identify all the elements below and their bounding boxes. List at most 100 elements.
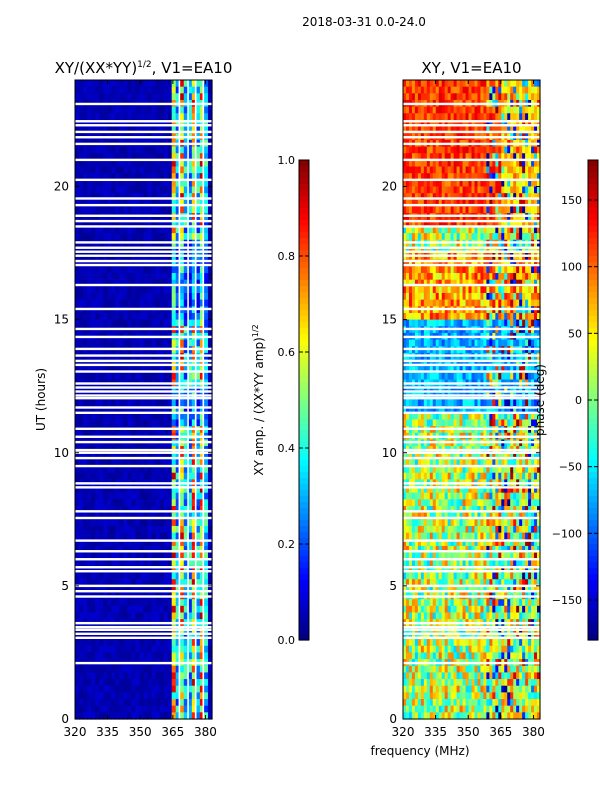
- heatmap-cell: [135, 273, 141, 281]
- heatmap-cell: [163, 525, 169, 534]
- heatmap-cell: [417, 106, 422, 114]
- heatmap-cell: [450, 186, 455, 194]
- heatmap-cell: [195, 412, 201, 421]
- heatmap-cell: [99, 199, 104, 208]
- heatmap-cell: [123, 605, 128, 614]
- heatmap-cell: [99, 712, 104, 720]
- heatmap-cell: [203, 525, 209, 534]
- heatmap-cell: [444, 119, 449, 128]
- heatmap-cell: [151, 605, 157, 614]
- heatmap-cell: [195, 80, 201, 88]
- heatmap-cell: [119, 399, 124, 407]
- heatmap-cell: [187, 645, 193, 654]
- heatmap-cell: [417, 199, 422, 208]
- heatmap-cell: [139, 219, 145, 228]
- heatmap-cell: [167, 452, 173, 461]
- heatmap-cell: [131, 219, 137, 228]
- heatmap-cell: [528, 186, 532, 194]
- heatmap-cell: [408, 153, 413, 161]
- heatmap-cell: [183, 472, 189, 480]
- heatmap-cell: [187, 412, 193, 421]
- heatmap-cell: [207, 499, 213, 507]
- heatmap-cell: [139, 466, 145, 474]
- heatmap-cell: [119, 86, 124, 94]
- heatmap-cell: [99, 159, 104, 168]
- heatmap-cell: [414, 126, 419, 134]
- heatmap-cell: [456, 86, 461, 94]
- heatmap-cell: [139, 532, 145, 540]
- heatmap-cell: [456, 80, 461, 88]
- heatmap-cell: [75, 565, 80, 574]
- y-tick-label: 10: [54, 446, 69, 460]
- heatmap-cell: [405, 113, 410, 121]
- heatmap-cell: [87, 406, 92, 414]
- heatmap-cell: [115, 199, 120, 208]
- heatmap-cell: [183, 699, 189, 707]
- heatmap-cell: [450, 199, 455, 208]
- heatmap-cell: [131, 579, 137, 587]
- heatmap-cell: [131, 466, 137, 474]
- heatmap-cell: [123, 199, 128, 208]
- heatmap-cell: [426, 279, 431, 287]
- heatmap-cell: [123, 233, 128, 241]
- heatmap-cell: [159, 452, 165, 461]
- heatmap-cell: [459, 106, 464, 114]
- heatmap-cell: [127, 319, 133, 327]
- heatmap-cell: [187, 612, 193, 620]
- heatmap-cell: [151, 459, 157, 467]
- heatmap-cell: [408, 206, 413, 214]
- heatmap-cell: [119, 80, 124, 88]
- heatmap-cell: [489, 199, 493, 208]
- heatmap-cell: [498, 233, 502, 241]
- colorbar-segment: [299, 574, 309, 581]
- heatmap-cell: [171, 506, 177, 514]
- heatmap-cell: [420, 173, 425, 181]
- heatmap-cell: [91, 312, 96, 321]
- heatmap-cell: [179, 386, 185, 394]
- heatmap-cell: [531, 293, 535, 301]
- heatmap-cell: [87, 612, 92, 620]
- heatmap-cell: [135, 293, 141, 301]
- heatmap-cell: [459, 219, 464, 228]
- heatmap-cell: [83, 645, 88, 654]
- heatmap-cell: [135, 119, 141, 128]
- heatmap-cell: [450, 246, 455, 254]
- heatmap-cell: [465, 266, 470, 274]
- heatmap-cell: [501, 146, 505, 154]
- heatmap-cell: [159, 259, 165, 267]
- heatmap-cell: [91, 233, 96, 241]
- heatmap-cell: [183, 419, 189, 427]
- heatmap-cell: [103, 665, 108, 674]
- heatmap-cell: [83, 399, 88, 407]
- heatmap-cell: [417, 273, 422, 281]
- heatmap-cell: [417, 233, 422, 241]
- heatmap-cell: [203, 80, 209, 88]
- heatmap-cell: [107, 179, 112, 188]
- heatmap-cell: [528, 93, 532, 101]
- heatmap-cell: [537, 106, 541, 114]
- heatmap-cell: [175, 399, 181, 407]
- heatmap-cell: [534, 246, 538, 254]
- heatmap-cell: [444, 86, 449, 94]
- heatmap-cell: [143, 599, 149, 607]
- heatmap-cell: [195, 605, 201, 614]
- heatmap-cell: [471, 193, 476, 201]
- heatmap-cell: [199, 226, 205, 234]
- heatmap-cell: [87, 286, 92, 294]
- colorbar-segment: [299, 538, 309, 545]
- heatmap-cell: [408, 193, 413, 201]
- heatmap-cell: [191, 199, 197, 208]
- heatmap-cell: [111, 153, 116, 161]
- heatmap-cell: [465, 286, 470, 294]
- heatmap-cell: [111, 199, 116, 208]
- heatmap-cell: [199, 545, 205, 554]
- heatmap-cell: [195, 226, 201, 234]
- heatmap-cell: [163, 472, 169, 480]
- heatmap-cell: [453, 179, 458, 188]
- heatmap-cell: [501, 186, 505, 194]
- heatmap-cell: [183, 119, 189, 128]
- heatmap-cell: [510, 193, 514, 201]
- heatmap-cell: [167, 412, 173, 421]
- heatmap-cell: [75, 712, 80, 720]
- heatmap-cell: [444, 159, 449, 168]
